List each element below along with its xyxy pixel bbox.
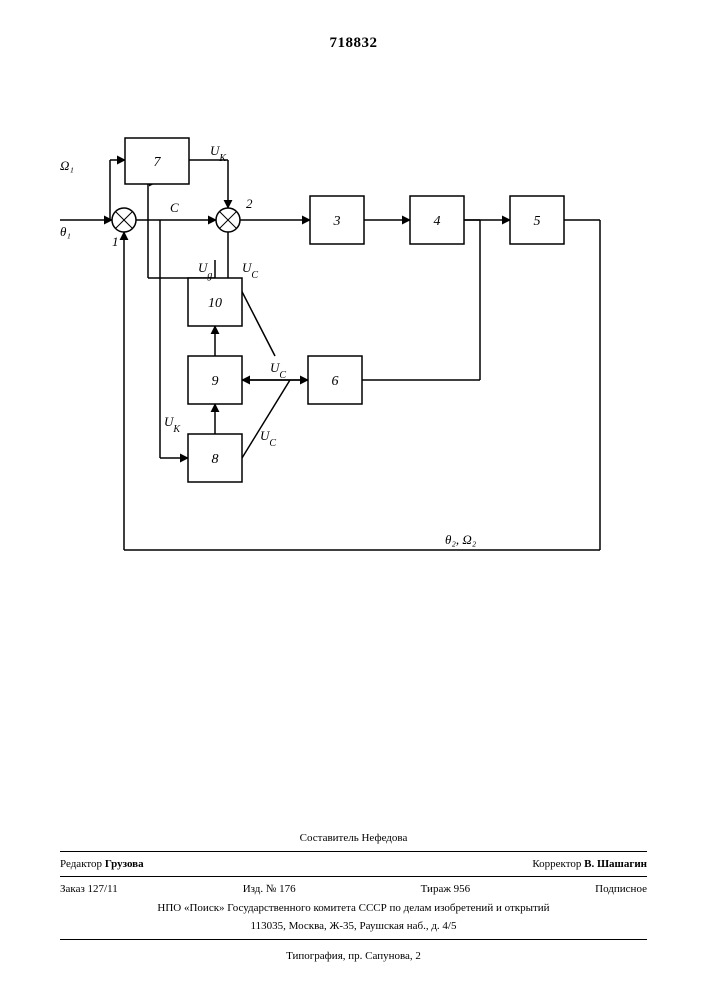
editor-line: Редактор Грузова [60,856,144,873]
divider [60,851,647,852]
compiler-line: Составитель Нефедова [60,830,647,847]
organization-line: НПО «Поиск» Государственного комитета СС… [60,900,647,917]
svg-text:UC: UC [270,360,286,381]
svg-text:UC: UC [260,428,276,449]
imprint-block: Составитель Нефедова Редактор Грузова Ко… [60,830,647,964]
svg-text:UK: UK [164,414,181,435]
svg-text:1: 1 [112,234,119,249]
svg-text:3: 3 [333,214,341,229]
address-line: 113035, Москва, Ж-35, Раушская наб., д. … [60,918,647,935]
divider [60,876,647,877]
svg-text:7: 7 [154,155,162,170]
corrector-line: Корректор В. Шашагин [532,856,647,873]
svg-text:9: 9 [212,374,219,389]
svg-text:10: 10 [208,296,222,311]
svg-text:4: 4 [434,214,441,229]
editor-name: Грузова [105,858,144,870]
page: 718832 71234510986Ω₁θ₁CUKUgUCUCUCUKθ₂, Ω… [0,0,707,1000]
corrector-label: Корректор [532,858,581,870]
tirazh: Тираж 956 [421,881,471,898]
edition-number: Изд. № 176 [243,881,296,898]
editor-label: Редактор [60,858,102,870]
svg-text:UC: UC [242,260,258,281]
svg-text:5: 5 [534,214,541,229]
order-row: Заказ 127/11 Изд. № 176 Тираж 956 Подпис… [60,881,647,898]
block-diagram: 71234510986Ω₁θ₁CUKUgUCUCUCUKθ₂, Ω₂ [60,120,640,600]
svg-text:θ₂, Ω₂: θ₂, Ω₂ [445,532,477,547]
svg-text:6: 6 [332,374,339,389]
subscription: Подписное [595,881,647,898]
divider [60,939,647,940]
svg-text:Ω₁: Ω₁ [60,158,74,173]
editor-corrector-row: Редактор Грузова Корректор В. Шашагин [60,856,647,873]
svg-text:2: 2 [246,196,253,211]
printer-line: Типография, пр. Сапунова, 2 [60,948,647,965]
order-number: Заказ 127/11 [60,881,118,898]
svg-text:C: C [170,200,179,215]
patent-number: 718832 [0,35,707,52]
svg-text:θ₁: θ₁ [60,224,71,239]
svg-text:8: 8 [212,452,219,467]
corrector-name: В. Шашагин [584,858,647,870]
